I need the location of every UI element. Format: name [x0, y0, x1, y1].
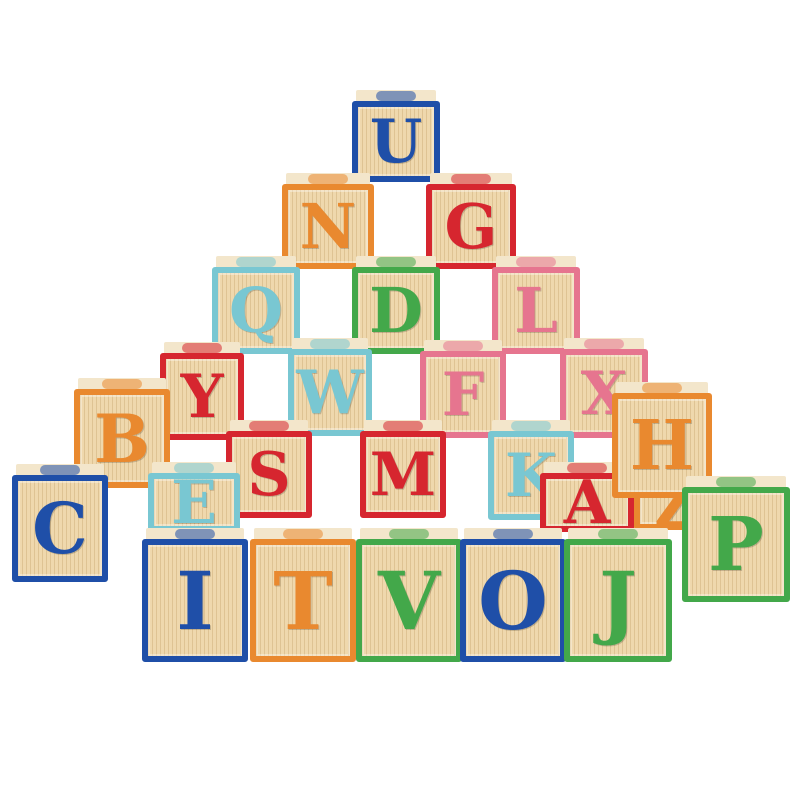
- block-front-face: U: [352, 101, 440, 182]
- letter-block-o: O: [460, 528, 566, 662]
- block-letter: G: [444, 189, 498, 263]
- letter-block-t: T: [250, 528, 356, 662]
- block-front-face: N: [282, 184, 374, 269]
- letter-block-d: D: [352, 256, 440, 354]
- block-letter: C: [32, 486, 88, 570]
- block-picture-icon: [175, 529, 215, 539]
- block-picture-icon: [376, 91, 416, 101]
- letter-block-g: G: [426, 173, 516, 269]
- block-picture-icon: [716, 477, 756, 487]
- letter-block-i: I: [142, 528, 248, 662]
- letter-block-c: C: [12, 464, 108, 582]
- block-letter: I: [176, 553, 214, 648]
- letter-block-p: P: [682, 476, 790, 602]
- block-picture-icon: [493, 529, 533, 539]
- letter-block-e: E: [148, 462, 240, 532]
- block-letter: O: [478, 553, 548, 648]
- block-letter: A: [563, 473, 611, 532]
- letter-block-l: L: [492, 256, 580, 354]
- block-picture-icon: [174, 463, 214, 473]
- letter-block-s: S: [226, 420, 312, 518]
- block-letter: M: [369, 439, 437, 510]
- block-letter: B: [94, 399, 150, 478]
- block-front-face: T: [250, 539, 356, 662]
- letter-block-q: Q: [212, 256, 300, 354]
- block-front-face: M: [360, 431, 446, 518]
- block-picture-icon: [598, 529, 638, 539]
- block-picture-icon: [567, 463, 607, 473]
- letter-block-u: U: [352, 90, 440, 182]
- block-letter: P: [708, 501, 764, 588]
- letter-block-n: N: [282, 173, 374, 269]
- block-picture-icon: [236, 257, 276, 267]
- block-front-face: E: [148, 473, 240, 532]
- block-picture-icon: [310, 339, 350, 349]
- block-letter: E: [171, 473, 217, 532]
- block-front-face: J: [564, 539, 672, 662]
- block-picture-icon: [102, 379, 142, 389]
- block-picture-icon: [451, 174, 491, 184]
- block-picture-icon: [182, 343, 222, 353]
- block-picture-icon: [389, 529, 429, 539]
- block-picture-icon: [642, 383, 682, 393]
- block-letter: Y: [180, 361, 224, 432]
- block-letter: Q: [228, 273, 283, 347]
- block-letter: N: [299, 189, 357, 263]
- block-picture-icon: [308, 174, 348, 184]
- block-front-face: G: [426, 184, 516, 269]
- block-letter: J: [599, 553, 637, 648]
- block-front-face: V: [356, 539, 462, 662]
- block-letter: D: [369, 273, 423, 347]
- block-letter: T: [273, 553, 333, 648]
- block-front-face: D: [352, 267, 440, 354]
- block-picture-icon: [516, 257, 556, 267]
- block-front-face: I: [142, 539, 248, 662]
- block-letter: U: [369, 106, 423, 177]
- block-letter: S: [247, 439, 291, 510]
- block-picture-icon: [249, 421, 289, 431]
- block-front-face: P: [682, 487, 790, 602]
- block-picture-icon: [283, 529, 323, 539]
- block-front-face: C: [12, 475, 108, 582]
- block-picture-icon: [40, 465, 80, 475]
- block-picture-icon: [443, 341, 483, 351]
- letter-block-v: V: [356, 528, 462, 662]
- letter-block-j: J: [564, 528, 672, 662]
- block-letter: W: [296, 357, 364, 428]
- block-letter: L: [514, 273, 558, 347]
- block-picture-icon: [376, 257, 416, 267]
- block-picture-icon: [383, 421, 423, 431]
- block-front-face: Q: [212, 267, 300, 354]
- letter-block-m: M: [360, 420, 446, 518]
- block-front-face: O: [460, 539, 566, 662]
- block-letter: H: [629, 405, 695, 486]
- block-letter: F: [441, 359, 485, 430]
- block-picture-icon: [511, 421, 551, 431]
- block-picture-icon: [584, 339, 624, 349]
- block-letter: V: [377, 553, 441, 648]
- block-front-face: S: [226, 431, 312, 518]
